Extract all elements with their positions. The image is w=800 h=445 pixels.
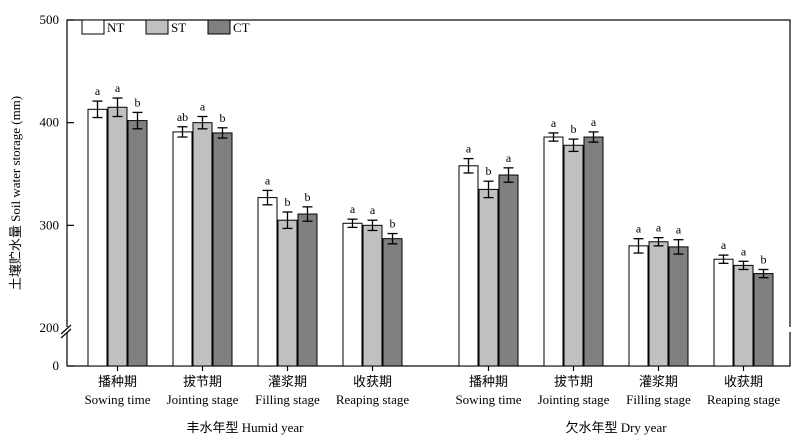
significance-letter: b: [571, 122, 577, 136]
bar-ct: [127, 120, 148, 367]
legend-label-st: ST: [171, 20, 186, 35]
significance-letter: b: [220, 111, 226, 125]
y-tick-label: 200: [40, 320, 60, 335]
category-label-cn: 播种期: [469, 374, 508, 389]
labels: 土壤贮水量 Soil water storage (mm)a ab播种期Sowin…: [8, 81, 780, 435]
group-label: 欠水年型 Dry year: [565, 420, 667, 435]
bar-st: [362, 224, 383, 367]
bar-st: [563, 144, 584, 367]
category-label-cn: 播种期: [98, 374, 137, 389]
bar-st: [107, 106, 128, 367]
significance-letter: b: [285, 195, 291, 209]
category-label-en: Sowing time: [84, 392, 150, 407]
y-axis-label: 土壤贮水量 Soil water storage (mm): [8, 96, 23, 290]
bar-st: [648, 241, 669, 367]
axes: 0 200 300 400 500: [40, 12, 798, 373]
significance-letter: b: [390, 217, 396, 231]
category-label-en: Jointing stage: [167, 392, 239, 407]
significance-letter: b: [135, 95, 141, 109]
bar-st: [733, 264, 754, 367]
significance-letter: b: [305, 190, 311, 204]
bar-st: [478, 188, 499, 367]
significance-letter: a: [636, 222, 642, 236]
significance-letter: a: [350, 202, 356, 216]
category-label-cn: 收获期: [353, 374, 392, 389]
category-label-en: Filling stage: [626, 392, 691, 407]
bar-ct: [753, 273, 774, 367]
y-tick-label: 300: [40, 217, 60, 232]
category-label-en: Sowing time: [455, 392, 521, 407]
bar-st: [192, 122, 213, 367]
significance-letter: a: [200, 100, 206, 114]
significance-letter: a: [591, 115, 597, 129]
bar-ct: [668, 246, 689, 367]
axis-break-gap: [59, 327, 798, 332]
category-label-cn: 拔节期: [183, 374, 222, 389]
bar-nt: [713, 258, 734, 367]
bar-nt: [257, 197, 278, 367]
legend-swatch-nt: [81, 19, 105, 35]
bar-nt: [543, 136, 564, 367]
bar-ct: [583, 136, 604, 367]
bar-ct: [212, 132, 233, 367]
bar-ct: [382, 238, 403, 367]
legend-swatch-ct: [207, 19, 231, 35]
significance-letter: a: [506, 151, 512, 165]
significance-letter: a: [551, 116, 557, 130]
category-label-cn: 灌浆期: [268, 374, 307, 389]
significance-letter: a: [466, 142, 472, 156]
y-tick-label: 500: [40, 12, 60, 27]
group-label: 丰水年型 Humid year: [187, 420, 305, 435]
category-label-cn: 收获期: [724, 374, 763, 389]
category-label-en: Filling stage: [255, 392, 320, 407]
bars: [87, 97, 774, 367]
bar-nt: [628, 245, 649, 367]
bar-nt: [458, 165, 479, 367]
bar-nt: [172, 131, 193, 367]
significance-letter: a: [265, 173, 271, 187]
y-tick-label: 400: [40, 115, 60, 130]
significance-letter: a: [721, 238, 727, 252]
category-label-cn: 灌浆期: [639, 374, 678, 389]
plot-frame: [66, 19, 791, 367]
significance-letter: a: [676, 223, 682, 237]
bar-nt: [87, 108, 108, 367]
category-label-en: Reaping stage: [336, 392, 410, 407]
axis-break-slash: [60, 324, 72, 335]
significance-letter: a: [115, 81, 121, 95]
legend-label-ct: CT: [233, 20, 250, 35]
legend: NT ST CT: [81, 19, 250, 35]
axis-break-slash: [60, 328, 72, 339]
significance-letter: a: [656, 221, 662, 235]
significance-letter: b: [761, 252, 767, 266]
bar-ct: [297, 213, 318, 367]
legend-swatch-st: [145, 19, 169, 35]
category-label-cn: 拔节期: [554, 374, 593, 389]
significance-letter: a: [741, 244, 747, 258]
significance-letter: a: [370, 203, 376, 217]
legend-label-nt: NT: [107, 20, 124, 35]
category-label-en: Jointing stage: [538, 392, 610, 407]
significance-letter: a: [95, 84, 101, 98]
bar-ct: [498, 174, 519, 367]
significance-letter: ab: [177, 110, 188, 124]
bar-nt: [342, 222, 363, 367]
y-tick-label: 0: [53, 358, 60, 373]
bar-st: [277, 219, 298, 367]
significance-letter: b: [486, 164, 492, 178]
category-label-en: Reaping stage: [707, 392, 781, 407]
